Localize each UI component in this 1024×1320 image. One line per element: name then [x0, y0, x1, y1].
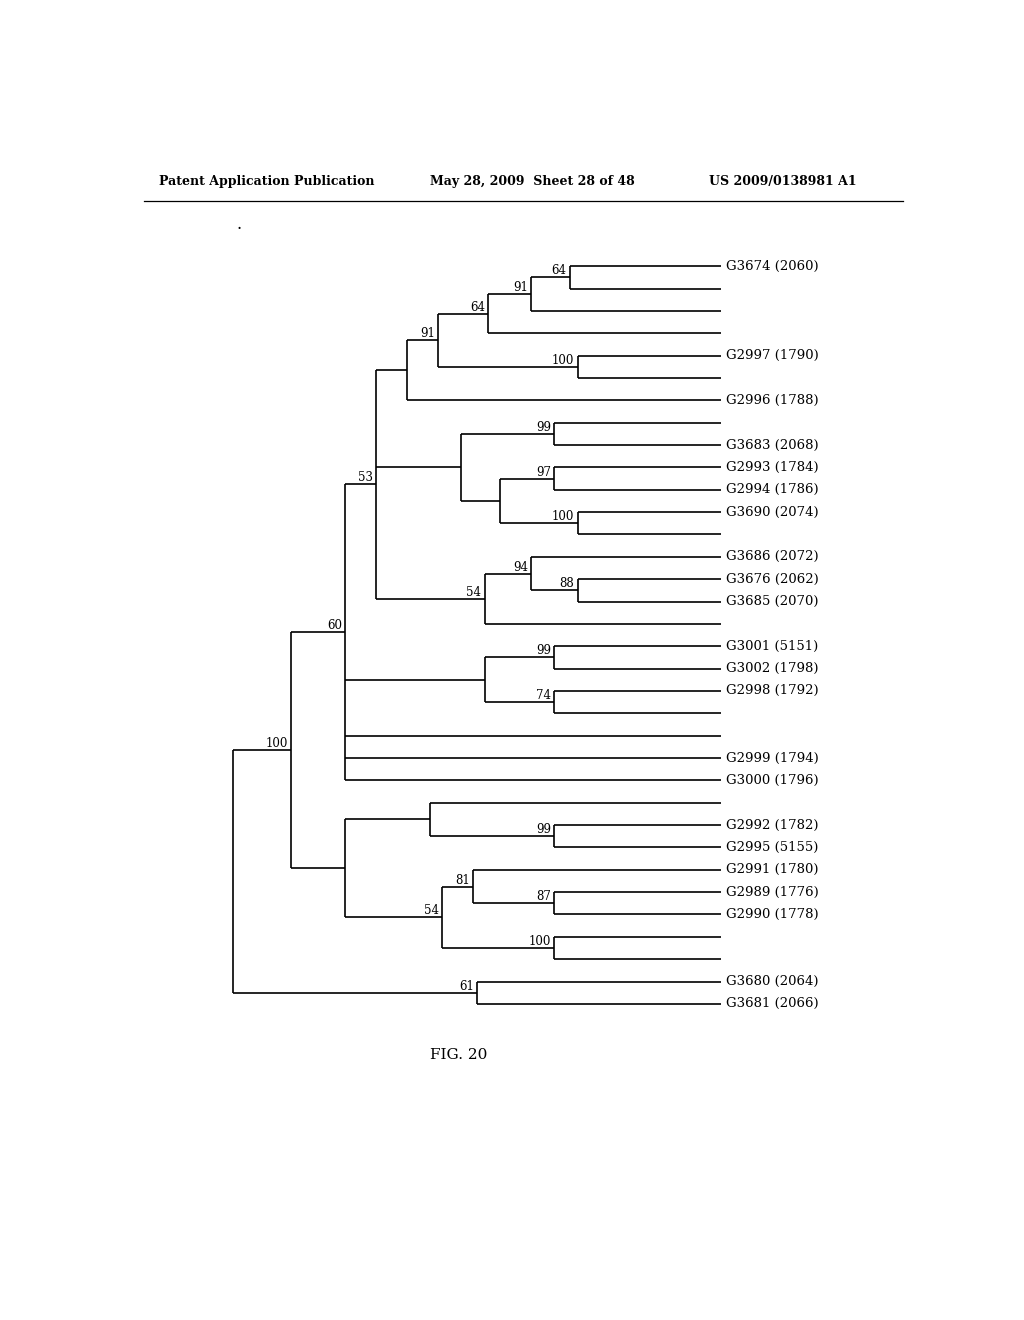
Text: G3685 (2070): G3685 (2070): [726, 595, 819, 609]
Text: G3002 (1798): G3002 (1798): [726, 663, 819, 675]
Text: 81: 81: [455, 874, 470, 887]
Text: Patent Application Publication: Patent Application Publication: [159, 176, 375, 187]
Text: 100: 100: [552, 354, 574, 367]
Text: 60: 60: [327, 619, 342, 632]
Text: 61: 61: [459, 979, 474, 993]
Text: G3690 (2074): G3690 (2074): [726, 506, 819, 519]
Text: 99: 99: [537, 824, 551, 836]
Text: G2996 (1788): G2996 (1788): [726, 393, 819, 407]
Text: 94: 94: [513, 561, 528, 574]
Text: 97: 97: [537, 466, 551, 479]
Text: 64: 64: [552, 264, 566, 277]
Text: 100: 100: [552, 511, 574, 523]
Text: G3686 (2072): G3686 (2072): [726, 550, 819, 564]
Text: May 28, 2009  Sheet 28 of 48: May 28, 2009 Sheet 28 of 48: [430, 176, 635, 187]
Text: G2989 (1776): G2989 (1776): [726, 886, 819, 899]
Text: 74: 74: [537, 689, 551, 702]
Text: G2995 (5155): G2995 (5155): [726, 841, 818, 854]
Text: G3001 (5151): G3001 (5151): [726, 640, 818, 652]
Text: G2997 (1790): G2997 (1790): [726, 348, 819, 362]
Text: 99: 99: [537, 421, 551, 434]
Text: ·: ·: [237, 220, 242, 238]
Text: 91: 91: [513, 281, 528, 294]
Text: G2993 (1784): G2993 (1784): [726, 461, 819, 474]
Text: 53: 53: [358, 471, 373, 484]
Text: G3676 (2062): G3676 (2062): [726, 573, 819, 586]
Text: FIG. 20: FIG. 20: [430, 1048, 487, 1063]
Text: 87: 87: [537, 890, 551, 903]
Text: G3680 (2064): G3680 (2064): [726, 975, 819, 987]
Text: G3683 (2068): G3683 (2068): [726, 438, 819, 451]
Text: G3674 (2060): G3674 (2060): [726, 260, 819, 273]
Text: 88: 88: [560, 577, 574, 590]
Text: G2990 (1778): G2990 (1778): [726, 908, 819, 921]
Text: G3681 (2066): G3681 (2066): [726, 998, 819, 1010]
Text: 91: 91: [420, 327, 435, 341]
Text: G2992 (1782): G2992 (1782): [726, 818, 819, 832]
Text: 54: 54: [466, 586, 481, 599]
Text: 100: 100: [265, 738, 288, 750]
Text: 99: 99: [537, 644, 551, 657]
Text: G3000 (1796): G3000 (1796): [726, 774, 819, 787]
Text: 54: 54: [424, 904, 438, 917]
Text: 100: 100: [528, 935, 551, 948]
Text: G2991 (1780): G2991 (1780): [726, 863, 819, 876]
Text: G2998 (1792): G2998 (1792): [726, 684, 819, 697]
Text: 64: 64: [470, 301, 485, 314]
Text: G2999 (1794): G2999 (1794): [726, 751, 819, 764]
Text: US 2009/0138981 A1: US 2009/0138981 A1: [710, 176, 857, 187]
Text: G2994 (1786): G2994 (1786): [726, 483, 819, 496]
